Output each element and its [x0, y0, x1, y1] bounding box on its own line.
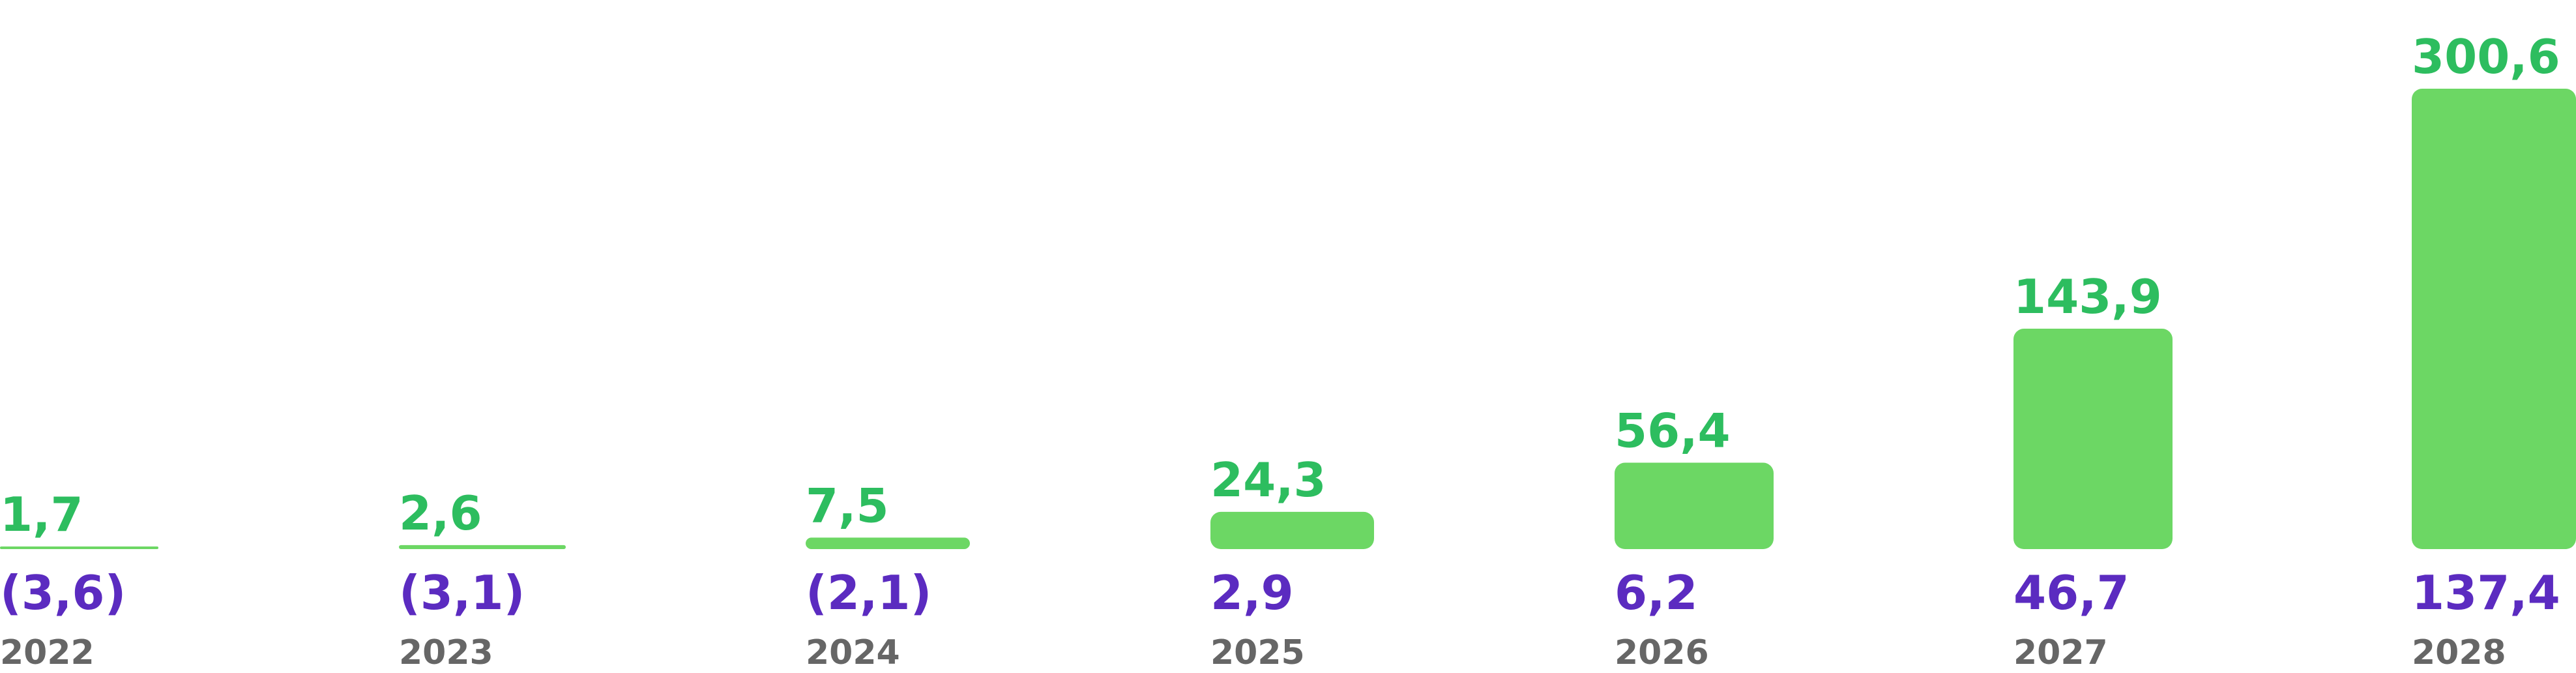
bar-2028 [2412, 89, 2576, 549]
category-label-2026: 2026 [1615, 633, 1709, 672]
secondary-label-2026: 6,2 [1615, 565, 1698, 620]
category-label-2023: 2023 [399, 633, 493, 672]
value-label-2025: 24,3 [1210, 453, 1326, 507]
value-label-2028: 300,6 [2412, 29, 2560, 84]
secondary-label-2023: (3,1) [399, 565, 525, 620]
category-label-2028: 2028 [2412, 633, 2506, 672]
secondary-label-2028: 137,4 [2412, 565, 2560, 620]
value-label-2027: 143,9 [2013, 269, 2162, 324]
category-label-2025: 2025 [1210, 633, 1305, 672]
bar-2023 [399, 545, 566, 549]
category-label-2024: 2024 [806, 633, 900, 672]
value-label-2022: 1,7 [0, 487, 83, 542]
bar-2026 [1615, 462, 1774, 549]
category-label-2022: 2022 [0, 633, 95, 672]
value-label-2023: 2,6 [399, 486, 482, 541]
bar-2024 [806, 537, 970, 549]
category-label-2027: 2027 [2013, 633, 2108, 672]
value-label-2024: 7,5 [806, 478, 889, 533]
value-label-2026: 56,4 [1615, 404, 1731, 458]
secondary-label-2025: 2,9 [1210, 565, 1294, 620]
secondary-label-2024: (2,1) [806, 565, 931, 620]
bar-2022 [0, 546, 158, 549]
secondary-label-2027: 46,7 [2013, 565, 2130, 620]
bar-2027 [2013, 329, 2173, 549]
secondary-label-2022: (3,6) [0, 565, 126, 620]
bar-2025 [1210, 511, 1374, 549]
